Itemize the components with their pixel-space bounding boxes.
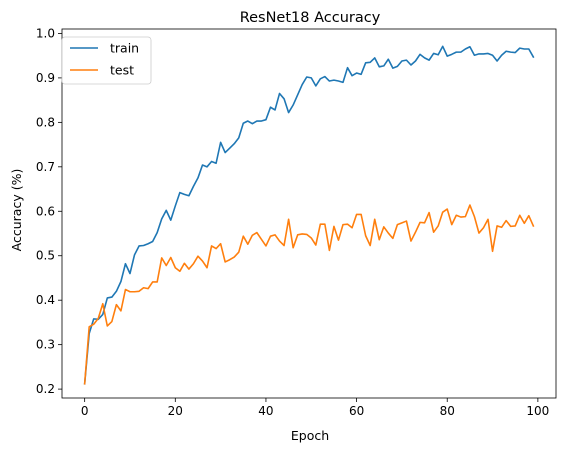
plot-area: 0 20 40 60 80 100 0.2 0.3 0.4 0.5 0.6 0.7 0.8 0.9 1.0 (36, 26, 557, 418)
chart-title: ResNet18 Accuracy (240, 10, 381, 26)
y-axis: 0.2 0.3 0.4 0.5 0.6 0.7 0.8 0.9 1.0 (36, 26, 62, 396)
legend-label-train: train (110, 41, 139, 56)
y-tick-label: 0.7 (36, 160, 55, 174)
x-tick-label: 80 (440, 404, 455, 418)
plot-frame (61, 28, 557, 399)
y-tick-label: 0.8 (36, 115, 55, 129)
legend-label-test: test (110, 63, 134, 78)
legend: train test (61, 36, 152, 85)
x-tick-label: 40 (258, 404, 273, 418)
y-tick-label: 0.6 (36, 204, 55, 218)
y-axis-label: Accuracy (%) (9, 169, 24, 252)
series-line-test (83, 204, 535, 385)
y-tick-label: 0.4 (36, 293, 55, 307)
x-tick-label: 100 (526, 404, 549, 418)
y-tick-label: 0.5 (36, 249, 55, 263)
x-tick-label: 0 (81, 404, 89, 418)
x-axis-label: Epoch (291, 428, 329, 443)
x-axis: 0 20 40 60 80 100 (81, 398, 549, 418)
y-tick-label: 1.0 (36, 26, 55, 40)
y-tick-label: 0.2 (36, 382, 55, 396)
series-layer (83, 45, 535, 385)
y-tick-label: 0.3 (36, 338, 55, 352)
series-line-train (83, 45, 535, 385)
x-tick-label: 60 (349, 404, 364, 418)
x-tick-label: 20 (168, 404, 183, 418)
y-tick-label: 0.9 (36, 71, 55, 85)
